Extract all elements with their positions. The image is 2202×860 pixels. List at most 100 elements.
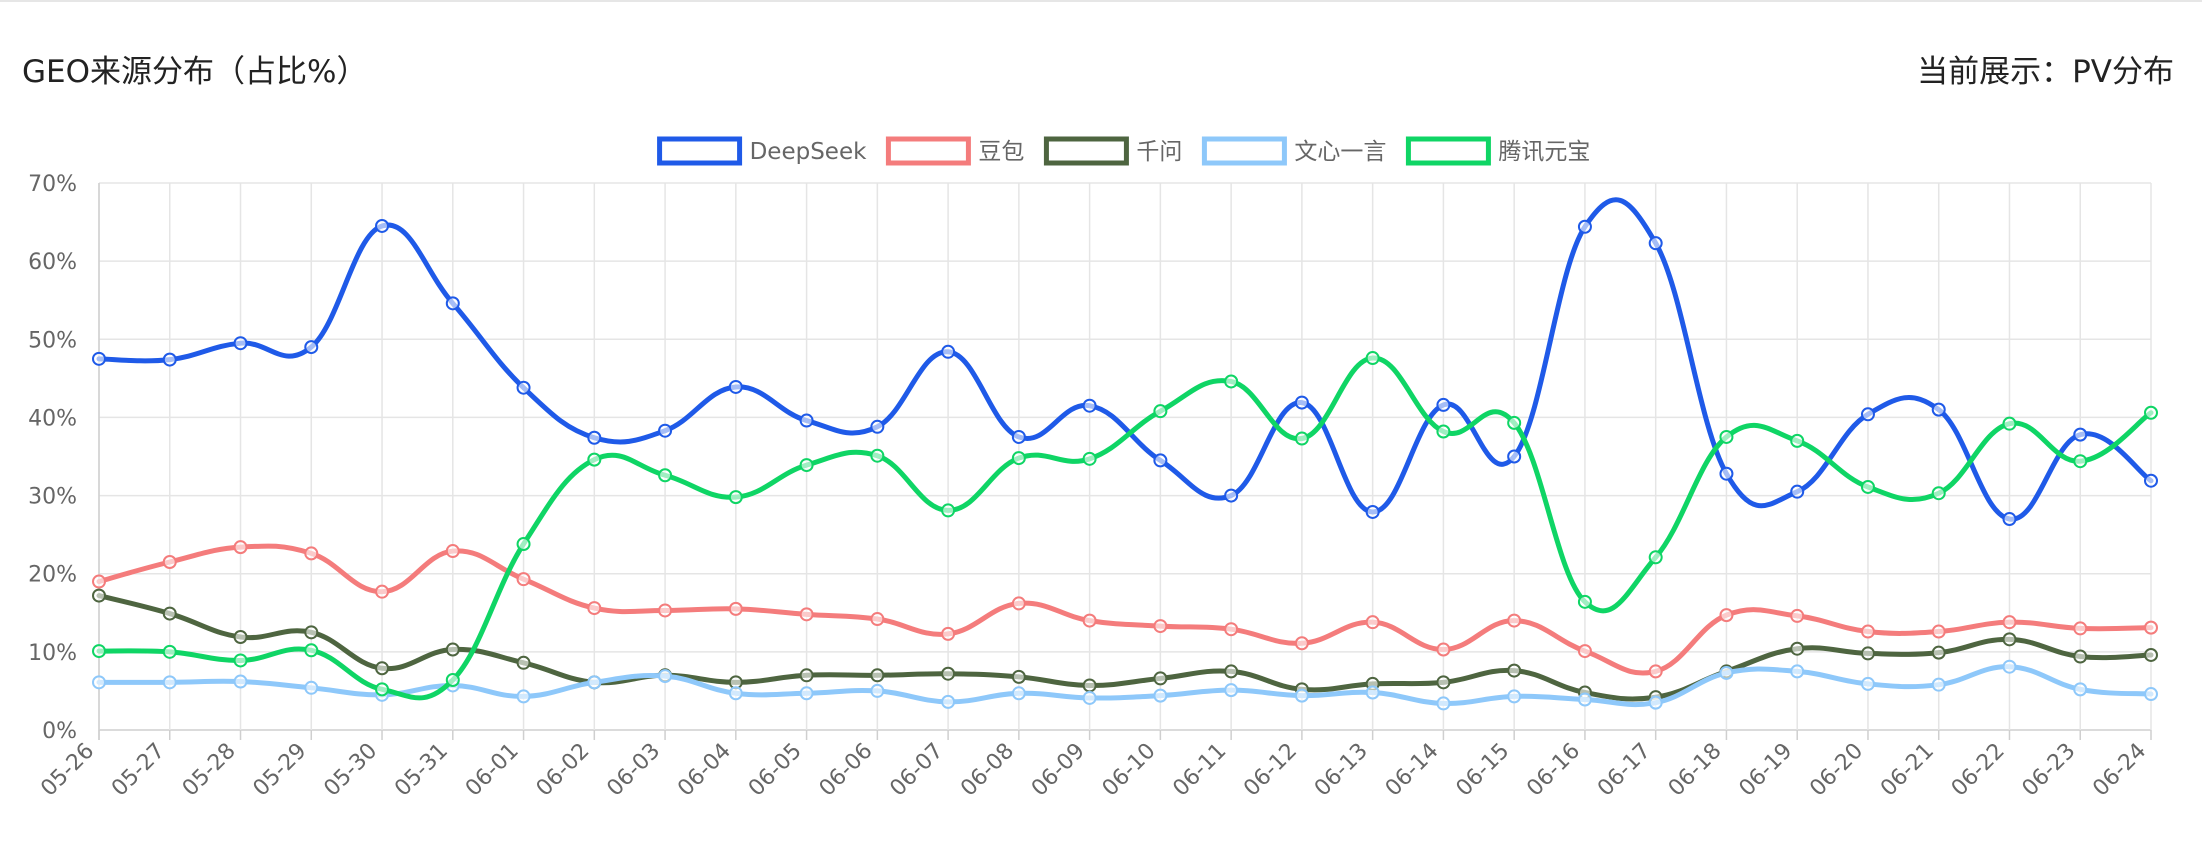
data-point[interactable]: [587, 430, 602, 445]
data-point[interactable]: [1507, 613, 1522, 628]
data-point[interactable]: [1082, 690, 1097, 705]
data-point[interactable]: [1790, 664, 1805, 679]
data-point[interactable]: [799, 607, 814, 622]
data-point[interactable]: [870, 668, 885, 683]
data-point[interactable]: [799, 413, 814, 428]
data-point[interactable]: [870, 612, 885, 627]
data-point[interactable]: [2073, 427, 2088, 442]
data-point[interactable]: [1294, 431, 1309, 446]
data-point[interactable]: [92, 644, 106, 659]
data-point[interactable]: [658, 468, 673, 483]
data-point[interactable]: [1153, 619, 1168, 634]
data-point[interactable]: [2144, 620, 2158, 635]
data-point[interactable]: [1153, 671, 1168, 686]
data-point[interactable]: [2002, 632, 2017, 647]
data-point[interactable]: [2144, 473, 2158, 488]
data-point[interactable]: [1082, 613, 1097, 628]
data-point[interactable]: [162, 554, 177, 569]
data-point[interactable]: [233, 653, 248, 668]
data-point[interactable]: [2002, 512, 2017, 527]
data-point[interactable]: [1577, 692, 1592, 707]
data-point[interactable]: [1436, 424, 1451, 439]
legend-label-2[interactable]: 千问: [1136, 139, 1182, 165]
data-point[interactable]: [587, 601, 602, 616]
data-point[interactable]: [1648, 695, 1663, 710]
data-point[interactable]: [870, 683, 885, 698]
legend-label-0[interactable]: DeepSeek: [750, 139, 868, 165]
data-point[interactable]: [516, 537, 531, 552]
data-point[interactable]: [1860, 646, 1875, 661]
data-point[interactable]: [1648, 550, 1663, 565]
legend-label-3[interactable]: 文心一言: [1294, 139, 1386, 165]
data-point[interactable]: [2002, 615, 2017, 630]
data-point[interactable]: [799, 458, 814, 473]
data-point[interactable]: [728, 379, 743, 394]
legend-swatch-4[interactable]: [1405, 136, 1491, 166]
legend-swatch-1[interactable]: [885, 136, 971, 166]
data-point[interactable]: [516, 655, 531, 670]
legend-swatch-0[interactable]: [657, 136, 743, 166]
data-point[interactable]: [1436, 642, 1451, 657]
data-point[interactable]: [1507, 449, 1522, 464]
data-point[interactable]: [162, 675, 177, 690]
data-point[interactable]: [1082, 398, 1097, 413]
data-point[interactable]: [587, 675, 602, 690]
data-point[interactable]: [445, 544, 460, 559]
data-point[interactable]: [304, 625, 319, 640]
data-point[interactable]: [445, 672, 460, 687]
data-point[interactable]: [375, 661, 390, 676]
data-point[interactable]: [1224, 664, 1239, 679]
data-point[interactable]: [2002, 659, 2017, 674]
data-point[interactable]: [1577, 594, 1592, 609]
data-point[interactable]: [1153, 453, 1168, 468]
data-point[interactable]: [1790, 608, 1805, 623]
data-point[interactable]: [799, 686, 814, 701]
data-point[interactable]: [728, 686, 743, 701]
data-point[interactable]: [1719, 608, 1734, 623]
data-point[interactable]: [1860, 479, 1875, 494]
data-point[interactable]: [304, 546, 319, 561]
data-point[interactable]: [92, 588, 106, 603]
data-point[interactable]: [1011, 596, 1026, 611]
data-point[interactable]: [1436, 696, 1451, 711]
data-point[interactable]: [1931, 402, 1946, 417]
data-point[interactable]: [1860, 676, 1875, 691]
data-point[interactable]: [516, 572, 531, 587]
data-point[interactable]: [658, 603, 673, 618]
data-point[interactable]: [445, 642, 460, 657]
data-point[interactable]: [1224, 683, 1239, 698]
data-point[interactable]: [941, 344, 956, 359]
data-point[interactable]: [1153, 404, 1168, 419]
data-point[interactable]: [1224, 622, 1239, 637]
data-point[interactable]: [304, 643, 319, 658]
data-point[interactable]: [1507, 663, 1522, 678]
data-point[interactable]: [1011, 451, 1026, 466]
legend-label-4[interactable]: 腾讯元宝: [1498, 139, 1590, 165]
data-point[interactable]: [2144, 687, 2158, 702]
legend-swatch-2[interactable]: [1043, 136, 1129, 166]
data-point[interactable]: [1436, 675, 1451, 690]
data-point[interactable]: [304, 680, 319, 695]
data-point[interactable]: [2002, 416, 2017, 431]
data-point[interactable]: [941, 503, 956, 518]
data-point[interactable]: [304, 340, 319, 355]
data-point[interactable]: [1931, 486, 1946, 501]
data-point[interactable]: [162, 644, 177, 659]
data-point[interactable]: [1082, 678, 1097, 693]
data-point[interactable]: [233, 336, 248, 351]
data-point[interactable]: [375, 584, 390, 599]
data-point[interactable]: [658, 669, 673, 684]
data-point[interactable]: [1011, 429, 1026, 444]
data-point[interactable]: [658, 423, 673, 438]
data-point[interactable]: [2073, 649, 2088, 664]
data-point[interactable]: [941, 666, 956, 681]
data-point[interactable]: [587, 452, 602, 467]
data-point[interactable]: [92, 351, 106, 366]
data-point[interactable]: [1011, 686, 1026, 701]
data-point[interactable]: [92, 574, 106, 589]
data-point[interactable]: [870, 448, 885, 463]
data-point[interactable]: [1365, 615, 1380, 630]
data-point[interactable]: [1931, 677, 1946, 692]
data-point[interactable]: [941, 626, 956, 641]
data-point[interactable]: [1365, 685, 1380, 700]
